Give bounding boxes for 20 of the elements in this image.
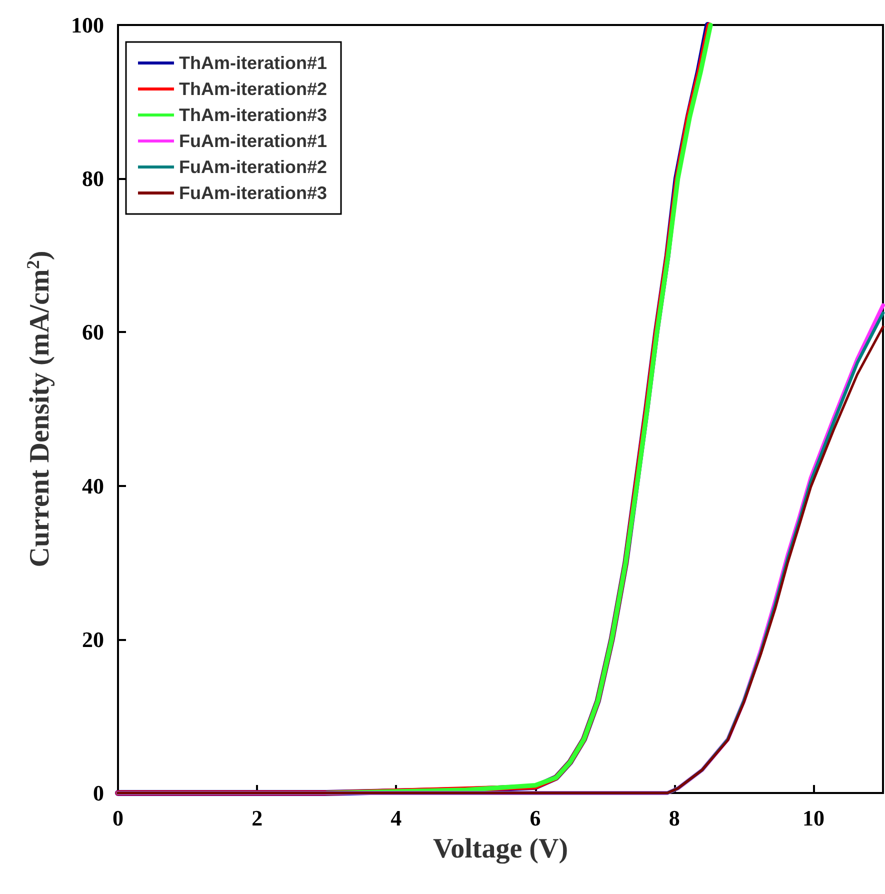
legend-label: FuAm-iteration#2	[179, 157, 328, 177]
y-tick-label: 20	[82, 626, 104, 652]
legend-label: ThAm-iteration#1	[179, 53, 328, 73]
y-tick-label: 100	[71, 12, 104, 38]
x-tick-label: 0	[112, 806, 124, 830]
x-tick-label: 4	[390, 806, 402, 830]
y-tick-label: 40	[82, 473, 104, 498]
x-tick-label: 8	[668, 806, 680, 830]
x-tick-label: 6	[530, 806, 541, 830]
legend-label: ThAm-iteration#2	[179, 79, 328, 99]
y-axis-title: Current Density (mA/cm2)	[23, 250, 56, 568]
legend-label: ThAm-iteration#3	[179, 105, 328, 125]
legend-label: FuAm-iteration#1	[179, 131, 328, 151]
x-axis-title: Voltage (V)	[432, 834, 568, 864]
x-tick-label: 2	[252, 806, 263, 830]
y-tick-label: 80	[82, 166, 104, 192]
legend-label: FuAm-iteration#3	[179, 183, 328, 203]
y-tick-label: 0	[93, 780, 104, 806]
y-tick-label: 60	[82, 320, 104, 345]
x-tick-label: 10	[802, 806, 824, 830]
